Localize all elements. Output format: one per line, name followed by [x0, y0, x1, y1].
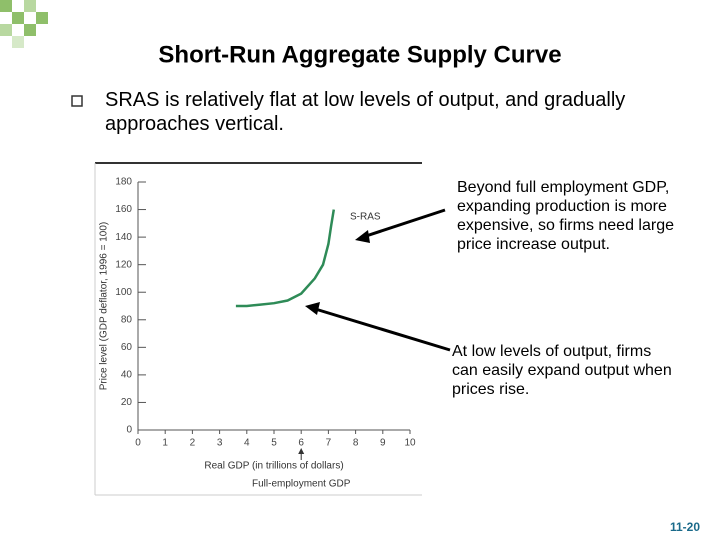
- annotation-line: Beyond full employment GDP,: [457, 179, 669, 196]
- x-tick-label: 0: [135, 438, 141, 449]
- y-tick-label: 180: [115, 177, 132, 188]
- bullet-text: SRAS is relatively flat at low levels of…: [105, 89, 626, 135]
- y-tick-label: 160: [115, 204, 132, 215]
- chart: 0 20 40 60 80 100 120 140 160 180 0 1 2 3 4 5 6 7 8 9 10 Real…: [99, 177, 416, 490]
- sras-curve: [235, 209, 336, 308]
- x-axis-label: Real GDP (in trillions of dollars): [204, 461, 343, 472]
- y-tick-label: 60: [121, 342, 133, 353]
- x-tick-label: 4: [244, 438, 250, 449]
- y-axis-label: Price level (GDP deflator, 1996 = 100): [99, 222, 110, 391]
- annotation-line: price increase output.: [457, 236, 610, 253]
- x-tick-label: 10: [404, 438, 416, 449]
- x-tick-label: 6: [298, 438, 304, 449]
- bullet-icon: [71, 95, 83, 107]
- x-tick-label: 8: [353, 438, 359, 449]
- annotation-line: expanding production is more: [457, 198, 667, 215]
- full-employment-arrowhead: [298, 448, 305, 454]
- y-tick-label: 140: [115, 232, 132, 243]
- arrow-head: [355, 230, 370, 243]
- annotation-line: At low levels of output, firms: [452, 343, 651, 360]
- x-tick-label: 9: [380, 438, 386, 449]
- slide-title: Short-Run Aggregate Supply Curve: [158, 41, 561, 68]
- y-tick-label: 80: [121, 314, 133, 325]
- x-tick-label: 5: [271, 438, 277, 449]
- full-employment-label: Full-employment GDP: [252, 479, 351, 490]
- page-number: 11-20: [670, 520, 700, 534]
- corner-decoration: [0, 0, 48, 48]
- x-tick-label: 1: [162, 438, 168, 449]
- series-label: S-RAS: [350, 212, 381, 223]
- bullet-box: SRAS is relatively flat at low levels of…: [105, 89, 626, 135]
- y-tick-label: 40: [121, 370, 133, 381]
- y-tick-label: 20: [121, 397, 133, 408]
- arrow: [311, 306, 451, 352]
- annotation-line: prices rise.: [452, 381, 529, 398]
- annotation-line: expensive, so firms need large: [457, 217, 674, 234]
- y-tick-label: 100: [115, 287, 132, 298]
- x-tick-label: 7: [326, 438, 332, 449]
- y-tick-label: 0: [126, 425, 132, 436]
- arrow: [359, 208, 446, 240]
- x-tick-label: 2: [190, 438, 196, 449]
- x-tick-label: 3: [217, 438, 223, 449]
- y-tick-label: 120: [115, 259, 132, 270]
- annotation-line: can easily expand output when: [452, 362, 672, 379]
- arrow-head: [305, 302, 320, 315]
